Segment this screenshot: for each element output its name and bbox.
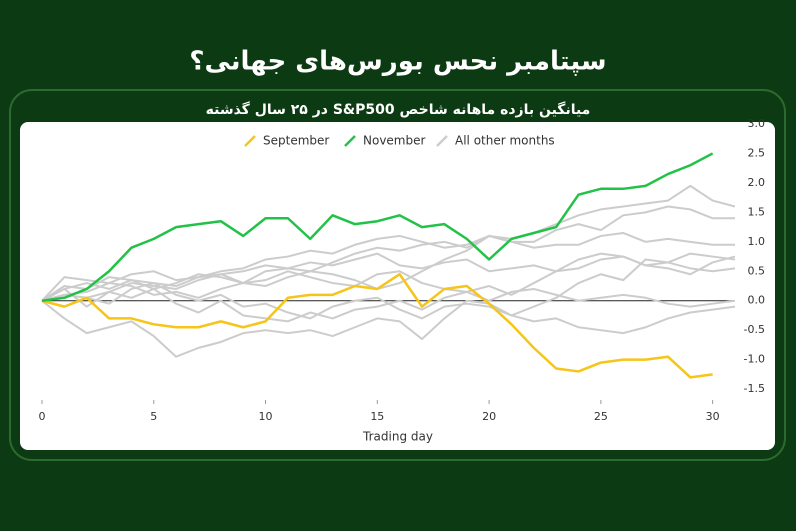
y-tick-label: 0.0 bbox=[748, 294, 766, 307]
chart-title: سپتامبر نحس بورس‌های جهانی؟ bbox=[189, 47, 606, 77]
y-tick-label: -1.5 bbox=[744, 382, 765, 395]
legend-label: All other months bbox=[455, 134, 555, 148]
y-tick-label: 2.5 bbox=[748, 146, 766, 159]
y-tick-label: -0.5 bbox=[744, 323, 765, 336]
series-line bbox=[41, 231, 735, 302]
x-tick-label: 15 bbox=[370, 410, 384, 423]
series-line bbox=[41, 152, 714, 302]
series-line bbox=[41, 252, 736, 323]
x-axis-label: Trading day bbox=[362, 430, 433, 444]
y-tick-label: 3.0 bbox=[748, 117, 766, 130]
legend-label: November bbox=[363, 134, 425, 148]
series-line bbox=[41, 205, 735, 302]
x-tick-label: 30 bbox=[706, 410, 720, 423]
legend-swatch bbox=[344, 135, 356, 147]
x-tick-label: 0 bbox=[39, 410, 46, 423]
legend-swatch bbox=[244, 135, 256, 147]
y-tick-label: -1.0 bbox=[744, 353, 765, 366]
series-line bbox=[41, 184, 736, 302]
series-line bbox=[41, 252, 736, 358]
legend-swatch bbox=[436, 135, 448, 147]
y-tick-label: 1.0 bbox=[748, 235, 766, 248]
chart-subtitle: میانگین بازده ماهانه شاخص S&P500 در ۲۵ س… bbox=[206, 101, 591, 118]
x-tick-label: 20 bbox=[482, 410, 496, 423]
series-line bbox=[41, 270, 736, 308]
legend-label: September bbox=[263, 134, 329, 148]
x-tick-label: 10 bbox=[259, 410, 273, 423]
x-tick-label: 25 bbox=[594, 410, 608, 423]
series-line bbox=[41, 272, 713, 379]
x-tick-label: 5 bbox=[150, 410, 157, 423]
y-tick-label: 2.0 bbox=[748, 176, 766, 189]
y-tick-label: 1.5 bbox=[748, 205, 766, 218]
y-tick-label: 0.5 bbox=[748, 264, 766, 277]
